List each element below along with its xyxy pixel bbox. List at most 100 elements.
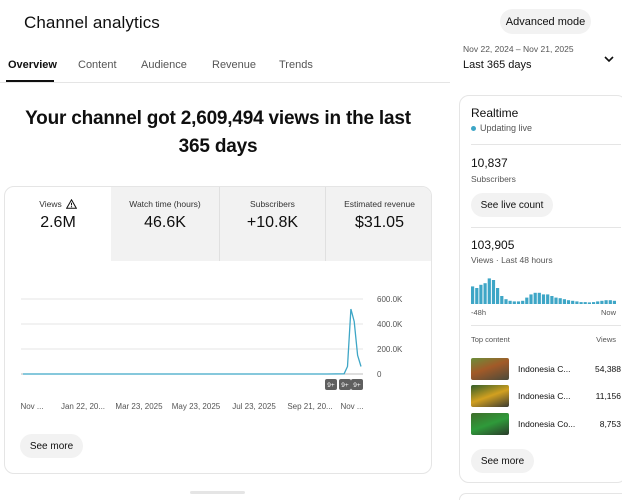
video-thumbnail (471, 413, 509, 435)
active-tab-indicator (6, 80, 54, 82)
realtime-bar (516, 301, 521, 304)
x-tick-label: May 23, 2025 (172, 402, 221, 411)
metric-subscribers[interactable]: Subscribers +10.8K (220, 187, 325, 261)
realtime-bar (483, 283, 487, 304)
realtime-card: Realtime Updating live 10,837 Subscriber… (459, 95, 622, 483)
top-content-views: 8,753 (599, 419, 621, 429)
y-tick-label: 400.0K (377, 320, 403, 329)
realtime-axis-start: -48h (471, 308, 487, 317)
annotation-marker (325, 379, 337, 390)
metric-views[interactable]: Views 2.6M (5, 187, 111, 261)
see-live-count-button[interactable]: See live count (471, 193, 553, 217)
realtime-subscriber-label: Subscribers (471, 174, 516, 184)
date-range-label: Last 365 days (463, 59, 532, 71)
realtime-bar (575, 301, 579, 304)
metric-label: Watch time (hours) (129, 199, 201, 209)
realtime-views-label: Views · Last 48 hours (471, 255, 553, 265)
top-content-views: 54,388 (595, 364, 621, 374)
y-tick-label: 600.0K (377, 295, 403, 304)
tab-bar: Overview Content Audience Revenue Trends (0, 50, 460, 83)
realtime-see-more-button[interactable]: See more (471, 449, 534, 473)
realtime-bar (525, 297, 529, 304)
realtime-bar (558, 298, 562, 304)
top-content-item[interactable]: Indonesia C... 54,388 (471, 358, 621, 380)
metric-value: $31.05 (355, 214, 404, 231)
x-tick-label: Nov ... (20, 402, 43, 411)
realtime-bar (566, 300, 571, 304)
views-line-chart: 600.0K 400.0K 200.0K 0 9+ 9+ 9+ Nov ... Jan 22, … (20, 295, 403, 411)
annotation-label: 9+ (327, 382, 335, 389)
realtime-bar (537, 292, 541, 304)
metric-label: Estimated revenue (344, 199, 415, 209)
realtime-views-count: 103,905 (471, 238, 515, 252)
tab-trends[interactable]: Trends (279, 59, 313, 71)
realtime-status: Updating live (471, 123, 532, 133)
top-content-item[interactable]: Indonesia C... 11,156 (471, 385, 621, 407)
advanced-mode-button[interactable]: Advanced mode (500, 9, 591, 34)
annotation-marker (351, 379, 363, 390)
metric-value: +10.8K (246, 214, 299, 231)
top-content-title: Indonesia Co... (518, 419, 576, 429)
views-series-line (23, 308, 362, 375)
top-content-item[interactable]: Indonesia Co... 8,753 (471, 413, 621, 435)
tab-audience[interactable]: Audience (141, 59, 187, 71)
metric-label: Subscribers (250, 199, 295, 209)
page-title: Channel analytics (24, 13, 160, 32)
tab-content[interactable]: Content (78, 59, 117, 71)
video-thumbnail (471, 358, 509, 380)
realtime-bar (562, 299, 566, 304)
realtime-bar (475, 288, 479, 304)
chevron-down-icon[interactable] (602, 52, 616, 66)
realtime-bar (508, 300, 512, 304)
x-tick-label: Mar 23, 2025 (115, 402, 163, 411)
annotation-marker (339, 379, 351, 390)
realtime-bar (471, 286, 475, 304)
realtime-divider (471, 144, 621, 145)
realtime-bar (487, 278, 491, 304)
tab-revenue[interactable]: Revenue (212, 59, 257, 71)
realtime-bar (608, 300, 612, 304)
metric-separator (325, 187, 326, 261)
realtime-bar (583, 302, 587, 304)
realtime-bar (596, 301, 600, 304)
top-content-label: Top content (471, 335, 510, 344)
metric-value: 46.6K (144, 214, 186, 231)
metric-value: 2.6M (40, 214, 76, 231)
metric-revenue[interactable]: Estimated revenue $31.05 (326, 187, 431, 261)
date-range-picker[interactable]: Nov 22, 2024 – Nov 21, 2025 Last 365 day… (463, 44, 574, 71)
realtime-bar (571, 300, 575, 304)
live-dot-icon (471, 125, 476, 131)
views-headline: Your channel got 2,609,494 views in the … (25, 108, 411, 157)
metric-label: Views (39, 199, 62, 209)
realtime-title: Realtime (471, 106, 519, 120)
realtime-bar (521, 300, 525, 304)
realtime-bar (612, 300, 616, 304)
realtime-bar (496, 288, 500, 304)
realtime-bar (604, 300, 608, 304)
realtime-divider (471, 325, 621, 326)
realtime-subscriber-count: 10,837 (471, 156, 508, 170)
x-tick-label: Jan 22, 20... (61, 402, 105, 411)
tab-divider (0, 82, 450, 83)
realtime-bar (554, 297, 558, 304)
realtime-bar (592, 302, 596, 304)
metric-separator (219, 187, 220, 261)
scroll-indicator (190, 491, 245, 494)
annotation-label: 9+ (341, 382, 349, 389)
realtime-bar (512, 301, 516, 304)
realtime-bar (500, 296, 504, 304)
y-tick-label: 0 (377, 370, 382, 379)
metrics-card: Views 2.6M Watch time (hours) 46.6K Subs… (4, 186, 432, 474)
realtime-bar (579, 302, 583, 304)
annotation-label: 9+ (353, 382, 361, 389)
realtime-bar (479, 284, 483, 304)
metric-watch-time[interactable]: Watch time (hours) 46.6K (111, 187, 219, 261)
see-more-button[interactable]: See more (20, 434, 83, 458)
realtime-bar (491, 280, 496, 304)
top-content-title: Indonesia C... (518, 391, 571, 401)
realtime-bar (550, 296, 554, 304)
top-content-views-header: Views (596, 335, 616, 344)
x-tick-label: Jul 23, 2025 (232, 402, 276, 411)
realtime-axis-end: Now (600, 308, 616, 317)
tab-overview[interactable]: Overview (8, 59, 57, 71)
